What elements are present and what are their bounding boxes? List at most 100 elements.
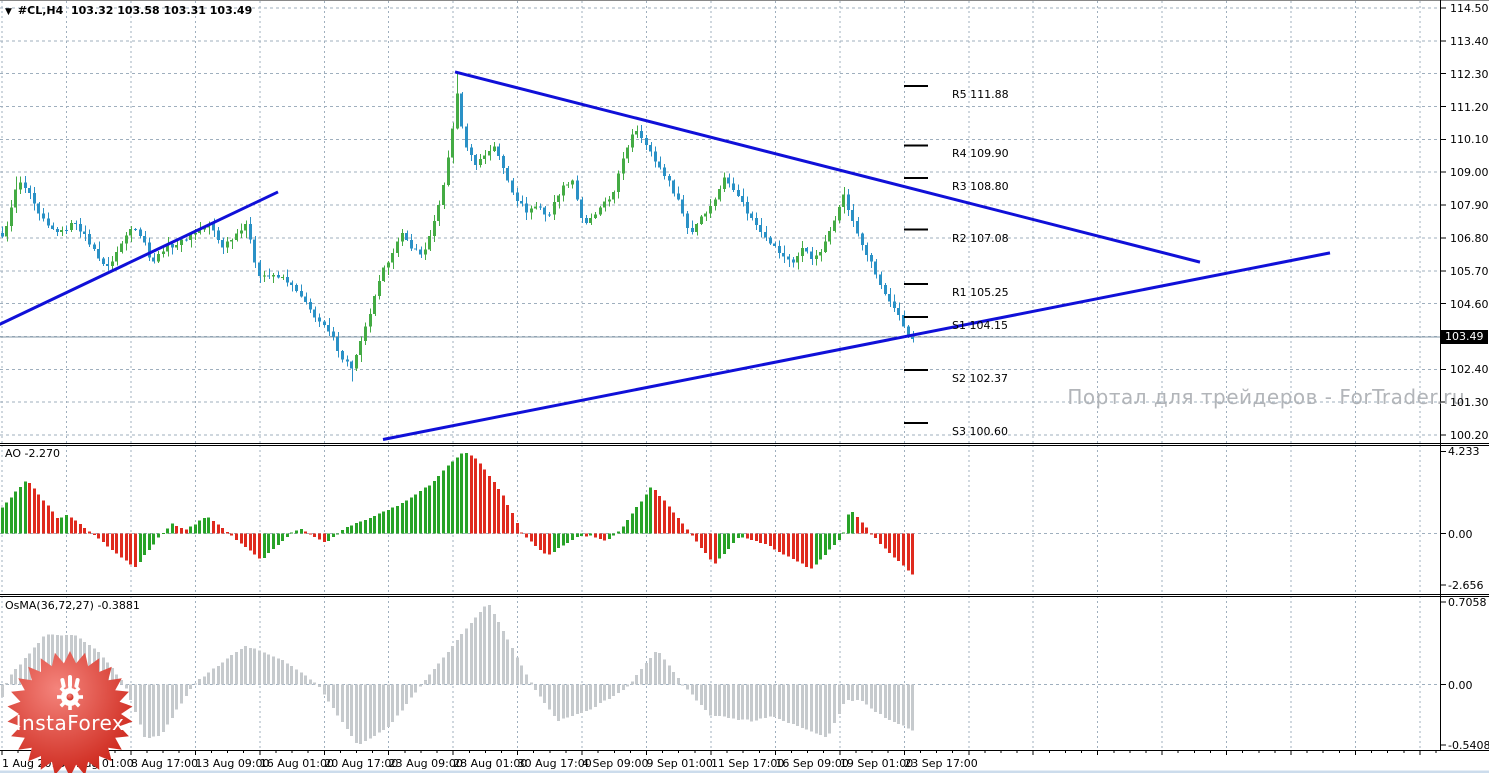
candle-body bbox=[162, 251, 165, 255]
candle-body bbox=[874, 261, 877, 275]
ao-bar bbox=[373, 515, 376, 534]
ao-bar bbox=[516, 522, 519, 534]
osma-bar bbox=[433, 669, 436, 685]
candle-body bbox=[884, 284, 887, 295]
candle-body bbox=[451, 128, 454, 158]
candle-body bbox=[746, 202, 749, 214]
ao-bar bbox=[778, 533, 781, 552]
candle-body bbox=[792, 259, 795, 263]
time-axis-label: 19 Sep 01:00 bbox=[839, 757, 914, 770]
candle-body bbox=[332, 331, 335, 338]
ao-bar bbox=[520, 532, 523, 534]
candle-body bbox=[704, 213, 707, 217]
osma-bar bbox=[792, 684, 795, 724]
candle-body bbox=[658, 161, 661, 168]
candle-body bbox=[369, 314, 372, 327]
osma-bar bbox=[185, 684, 188, 697]
time-axis-label: 11 Sep 17:00 bbox=[710, 757, 785, 770]
candle-body bbox=[1, 232, 4, 237]
candle-body bbox=[373, 296, 376, 315]
pivot-label-R4: R4 109.90 bbox=[952, 147, 1009, 161]
ao-bar bbox=[714, 533, 717, 564]
ao-bar bbox=[576, 533, 579, 538]
osma-bar bbox=[180, 684, 183, 704]
ao-bar bbox=[382, 511, 385, 534]
ao-indicator-panel[interactable] bbox=[0, 445, 1440, 594]
osma-bar bbox=[622, 684, 625, 690]
candle-body bbox=[405, 233, 408, 240]
candle-body bbox=[847, 194, 850, 211]
candle-body bbox=[410, 239, 413, 249]
osma-bar bbox=[511, 647, 514, 685]
ao-bar bbox=[272, 533, 275, 550]
ao-bar bbox=[47, 505, 50, 534]
candle-body bbox=[74, 223, 77, 225]
osma-axis-label: 0.00 bbox=[1448, 678, 1473, 692]
osma-bar bbox=[230, 654, 233, 685]
osma-bar bbox=[856, 684, 859, 701]
osma-bar bbox=[378, 684, 381, 733]
osma-bar bbox=[815, 684, 818, 734]
candle-body bbox=[217, 230, 220, 241]
osma-indicator-label: OsMA(36,72,27) -0.3881 bbox=[5, 599, 140, 612]
ao-bar bbox=[704, 533, 707, 554]
osma-bar bbox=[700, 684, 703, 705]
candle-body bbox=[263, 275, 266, 277]
ao-bar bbox=[732, 533, 735, 544]
ao-bar bbox=[764, 533, 767, 545]
ao-bar bbox=[635, 506, 638, 534]
trendline-lower-ascending[interactable] bbox=[382, 251, 1331, 441]
ao-bar bbox=[157, 533, 160, 538]
ao-bar bbox=[129, 533, 132, 565]
ao-bar bbox=[700, 533, 703, 548]
osma-bar bbox=[709, 684, 712, 716]
osma-bar bbox=[456, 639, 459, 685]
ao-bar bbox=[897, 533, 900, 562]
candle-body bbox=[635, 131, 638, 135]
ao-bar bbox=[166, 528, 169, 534]
candle-body bbox=[258, 262, 261, 277]
candle-body bbox=[691, 228, 694, 233]
bottom-strip bbox=[0, 770, 1489, 773]
ao-bar bbox=[5, 502, 8, 534]
candle-body bbox=[520, 200, 523, 204]
candle-body bbox=[359, 340, 362, 356]
candle-body bbox=[318, 317, 321, 322]
osma-bar bbox=[166, 684, 169, 725]
main-chart-panel[interactable] bbox=[0, 0, 1440, 443]
ao-bar bbox=[709, 533, 712, 560]
candle-body bbox=[782, 252, 785, 257]
ao-bar bbox=[888, 533, 891, 553]
candle-body bbox=[631, 134, 634, 148]
candle-body bbox=[842, 194, 845, 207]
ao-bar bbox=[599, 533, 602, 540]
ao-bar bbox=[672, 512, 675, 534]
ao-bar bbox=[856, 516, 859, 534]
ao-bar bbox=[226, 531, 229, 534]
candle-body bbox=[401, 233, 404, 242]
trendline-upper-descending[interactable] bbox=[454, 70, 1201, 264]
osma-bar bbox=[253, 648, 256, 685]
osma-bar bbox=[1, 684, 4, 697]
ao-bar bbox=[148, 533, 151, 550]
candle-body bbox=[88, 234, 91, 245]
candle-body bbox=[470, 147, 473, 155]
ao-bar bbox=[79, 524, 82, 534]
symbol-dropdown-icon[interactable]: ▼ bbox=[5, 7, 12, 17]
candle-body bbox=[33, 192, 36, 204]
osma-bar bbox=[300, 672, 303, 685]
osma-indicator-panel[interactable] bbox=[0, 596, 1440, 750]
osma-bar bbox=[566, 684, 569, 718]
osma-bar bbox=[217, 665, 220, 685]
pivot-label-R5: R5 111.88 bbox=[952, 88, 1009, 102]
candle-body bbox=[709, 205, 712, 214]
trendline-left-ascending[interactable] bbox=[0, 190, 279, 326]
osma-bar bbox=[465, 628, 468, 685]
ao-bar bbox=[37, 494, 40, 534]
osma-bar bbox=[470, 623, 473, 685]
osma-bar bbox=[401, 684, 404, 711]
osma-bar bbox=[732, 684, 735, 719]
ao-bar bbox=[424, 487, 427, 534]
ao-bar bbox=[737, 533, 740, 539]
time-axis-label: 16 Sep 09:00 bbox=[775, 757, 849, 770]
